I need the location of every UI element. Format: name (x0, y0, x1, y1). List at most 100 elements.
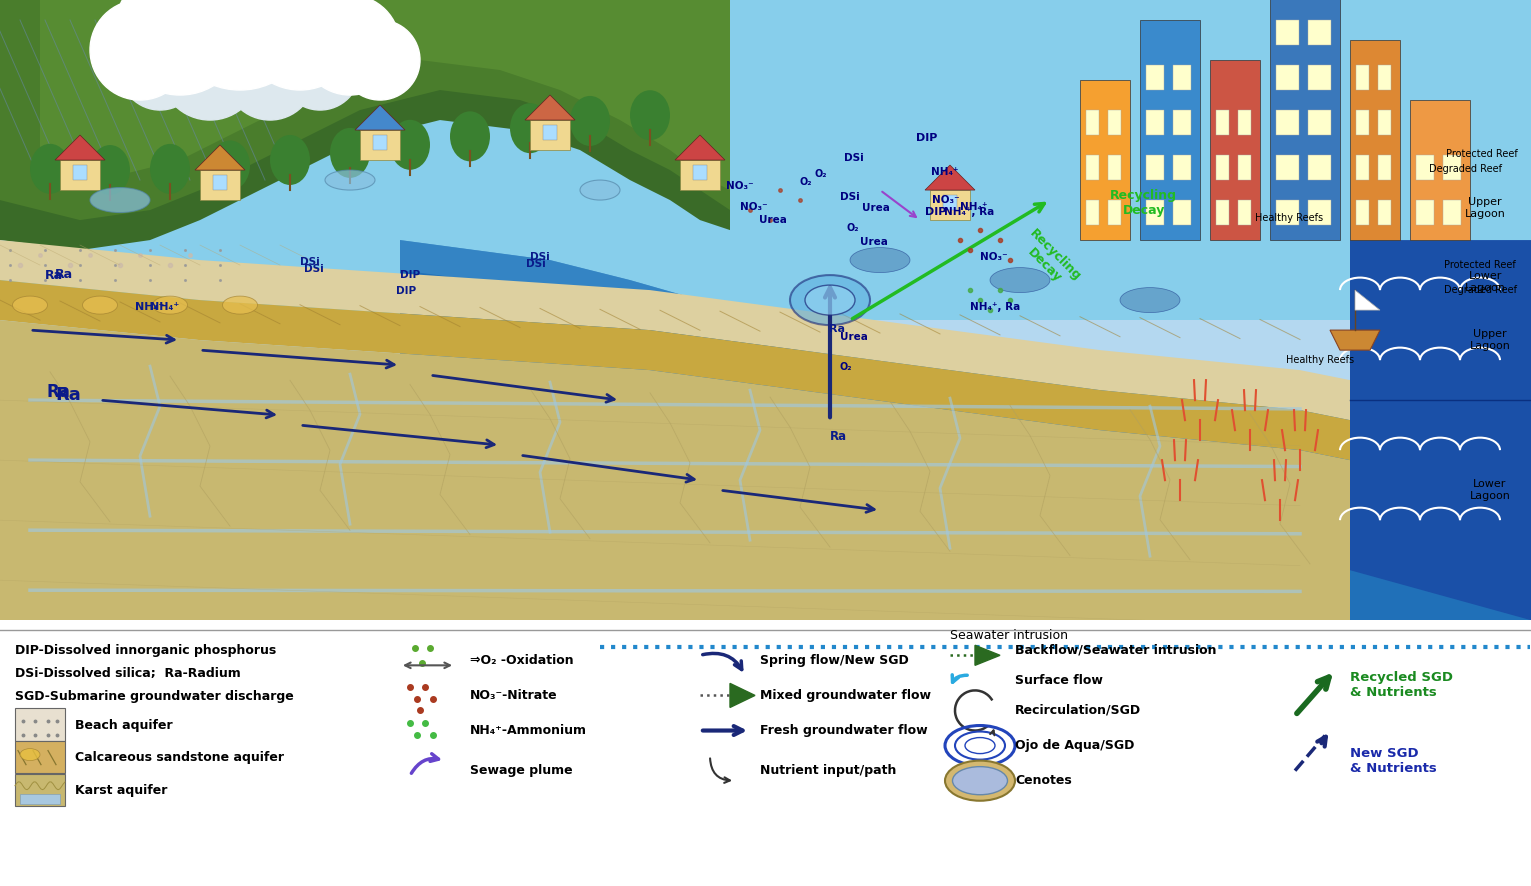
Bar (0, 4, 1531, 6)
Bar (1147, 200, 1164, 225)
Text: Mixed groundwater flow: Mixed groundwater flow (759, 689, 931, 702)
Bar (0, 188, 1531, 190)
Polygon shape (1330, 330, 1379, 350)
Text: DIP-Dissolved innorganic phosphorus: DIP-Dissolved innorganic phosphorus (15, 644, 276, 657)
Polygon shape (925, 165, 975, 190)
Bar (0, 159, 1531, 161)
Bar (1085, 155, 1099, 180)
Ellipse shape (222, 296, 257, 315)
Text: Protected Reef: Protected Reef (1447, 149, 1517, 159)
Text: Ra: Ra (55, 268, 73, 281)
Bar (1108, 200, 1121, 225)
Bar (0, 294, 1531, 298)
Bar (0, 314, 1531, 317)
Bar (0, 123, 1531, 126)
Bar (0, 136, 1531, 139)
Bar (0, 0, 1531, 4)
Text: DSi: DSi (305, 263, 323, 274)
Ellipse shape (805, 285, 854, 315)
Bar (0, 214, 1531, 217)
Bar (0, 104, 1531, 106)
Bar (0, 249, 1531, 253)
Bar (1356, 65, 1369, 90)
Polygon shape (525, 95, 576, 120)
Ellipse shape (325, 170, 375, 190)
Bar (1444, 155, 1461, 180)
Bar (0, 45, 1531, 49)
Text: NO₃⁻: NO₃⁻ (726, 181, 753, 191)
Bar (0, 78, 1531, 81)
Bar (0, 275, 1531, 278)
Bar (1216, 200, 1229, 225)
Bar (0, 113, 1531, 116)
Polygon shape (675, 135, 726, 160)
Polygon shape (975, 645, 1000, 665)
Text: DIP: DIP (400, 270, 419, 280)
Polygon shape (0, 0, 730, 220)
Text: Upper
Lagoon: Upper Lagoon (1470, 330, 1511, 351)
Polygon shape (0, 0, 730, 250)
Bar (0, 262, 1531, 265)
Ellipse shape (390, 120, 430, 170)
Ellipse shape (945, 760, 1015, 801)
Bar (1275, 200, 1298, 225)
Ellipse shape (90, 188, 150, 213)
Text: O₂: O₂ (801, 177, 813, 187)
Polygon shape (0, 320, 1350, 620)
Ellipse shape (12, 296, 47, 315)
Bar (0, 68, 1531, 71)
Bar (0, 239, 1531, 243)
Ellipse shape (965, 737, 995, 754)
Text: NO₃⁻: NO₃⁻ (932, 195, 960, 205)
Text: Ra: Ra (830, 430, 847, 443)
Text: DSi: DSi (841, 192, 860, 202)
Text: Healthy Reefs: Healthy Reefs (1286, 355, 1353, 365)
Bar (0, 110, 1531, 113)
Circle shape (115, 0, 245, 95)
Bar (0, 88, 1531, 90)
Bar (0, 255, 1531, 259)
Bar (0, 29, 1531, 32)
Bar (0, 310, 1531, 314)
Bar (0, 152, 1531, 155)
Bar (0, 51, 1531, 55)
Bar (15, 773, 64, 805)
FancyArrowPatch shape (412, 754, 438, 773)
Bar (1356, 110, 1369, 135)
Text: Recycling
Decay: Recycling Decay (1017, 227, 1084, 293)
Circle shape (225, 30, 315, 120)
Ellipse shape (952, 766, 1007, 795)
Bar (530, 120, 570, 150)
Polygon shape (730, 683, 755, 707)
Polygon shape (1355, 290, 1379, 310)
Bar (1147, 65, 1164, 90)
Text: Ojo de Aqua/SGD: Ojo de Aqua/SGD (1015, 739, 1134, 752)
Bar (1410, 100, 1470, 240)
Text: Beach aquifer: Beach aquifer (75, 719, 173, 732)
Ellipse shape (790, 275, 870, 325)
Bar (1173, 155, 1191, 180)
Text: Healthy Reefs: Healthy Reefs (1255, 214, 1323, 223)
Bar (1239, 200, 1251, 225)
Bar (0, 307, 1531, 310)
Ellipse shape (450, 112, 490, 161)
Bar (1108, 155, 1121, 180)
Bar (1307, 155, 1330, 180)
Bar (0, 145, 1531, 149)
Ellipse shape (1121, 288, 1180, 313)
Text: NH₄⁺: NH₄⁺ (931, 167, 958, 177)
Text: Spring flow/New SGD: Spring flow/New SGD (759, 654, 909, 667)
Bar (374, 135, 387, 150)
Bar (0, 161, 1531, 165)
Bar (60, 160, 100, 190)
Bar (694, 165, 707, 180)
Bar (1141, 20, 1200, 240)
Bar (0, 175, 1531, 178)
Text: Fresh groundwater flow: Fresh groundwater flow (759, 724, 928, 737)
Bar (0, 194, 1531, 198)
Text: Seawater intrusion: Seawater intrusion (951, 629, 1069, 641)
Bar (0, 233, 1531, 236)
Text: Urea: Urea (759, 215, 787, 225)
Text: NH₄⁺: NH₄⁺ (135, 302, 165, 312)
Text: Protected Reef: Protected Reef (1444, 260, 1516, 270)
